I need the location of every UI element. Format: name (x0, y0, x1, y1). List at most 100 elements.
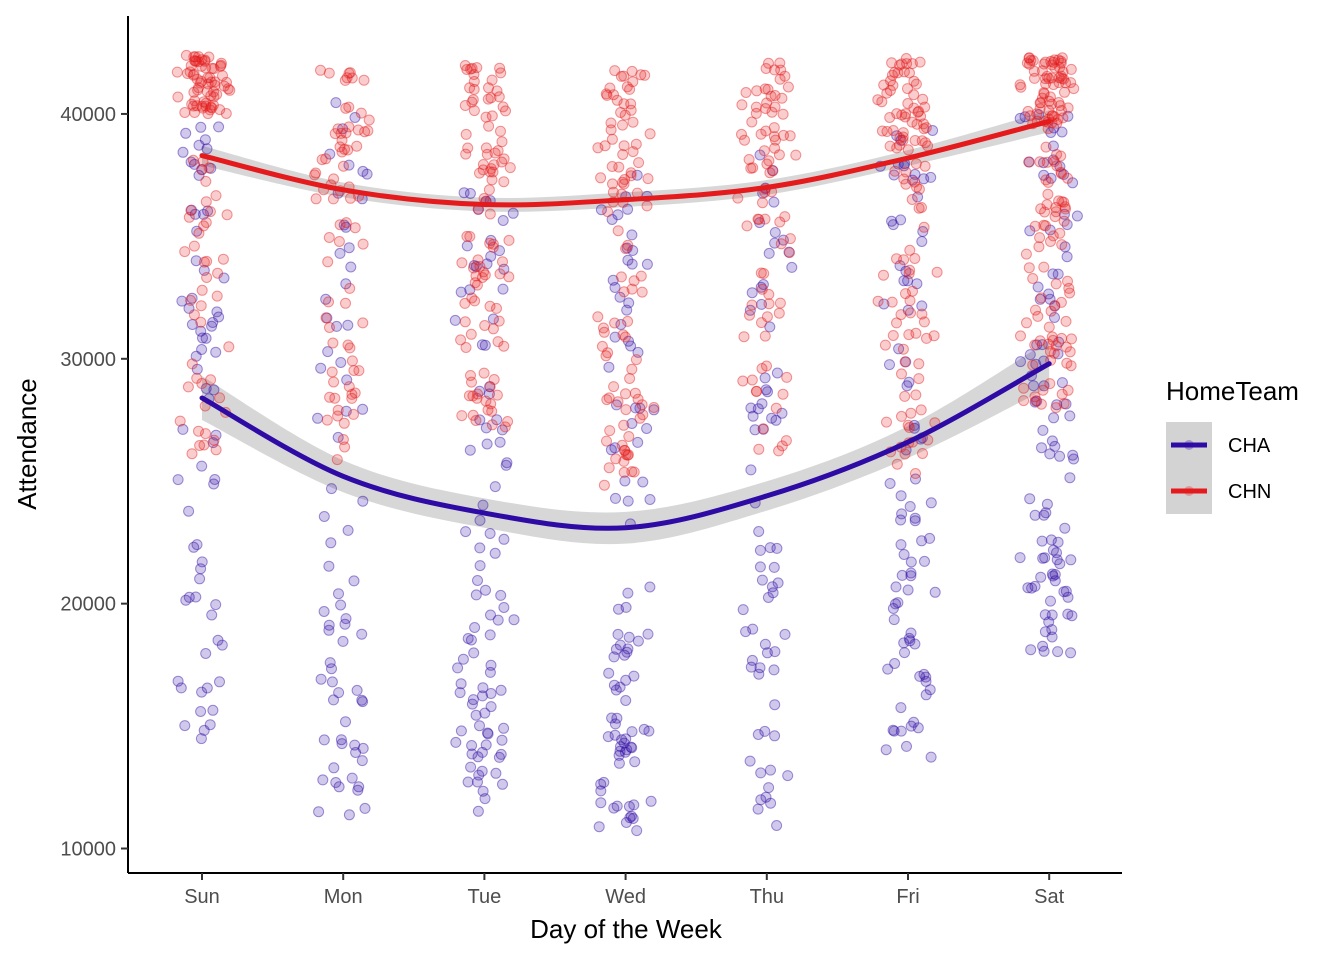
point-chn-mon (327, 337, 339, 349)
point-cha-fri (924, 684, 936, 696)
point-chn-thu (760, 103, 771, 114)
point-chn-fri (914, 56, 926, 68)
point-chn-thu (758, 268, 770, 279)
point-chn-sat (1056, 72, 1068, 84)
point-cha-fri (903, 376, 915, 388)
point-chn-sun (211, 88, 223, 100)
point-cha-sat (1062, 591, 1074, 603)
point-cha-fri (890, 598, 901, 610)
point-chn-fri (911, 181, 922, 193)
point-cha-sun (180, 594, 192, 606)
point-cha-thu (745, 464, 757, 476)
point-cha-wed (622, 643, 634, 655)
point-cha-wed (595, 797, 607, 809)
point-cha-wed (603, 361, 615, 373)
point-cha-thu (763, 247, 775, 259)
point-cha-wed (610, 684, 622, 696)
point-cha-mon (333, 588, 344, 600)
point-chn-sun (204, 104, 216, 116)
point-chn-sun (208, 63, 220, 75)
point-chn-fri (931, 266, 943, 278)
point-chn-fri (902, 144, 914, 156)
point-cha-sat (1052, 348, 1064, 360)
point-chn-sun (200, 100, 212, 112)
point-cha-tue (462, 776, 474, 788)
point-chn-wed (620, 388, 631, 400)
point-chn-mon (320, 153, 332, 165)
point-chn-wed (620, 243, 632, 255)
point-cha-wed (613, 603, 624, 615)
point-cha-fri (902, 275, 914, 287)
point-cha-thu (761, 647, 773, 659)
point-cha-sun (183, 591, 195, 603)
point-cha-sat (1071, 210, 1083, 222)
point-chn-sat (1029, 72, 1040, 84)
point-cha-mon (315, 362, 327, 374)
point-cha-fri (887, 219, 899, 231)
point-cha-sat (1060, 585, 1072, 597)
point-cha-thu (762, 592, 774, 603)
point-chn-mon (338, 417, 350, 429)
point-cha-tue (482, 728, 494, 740)
point-chn-fri (928, 330, 940, 342)
point-chn-mon (343, 101, 355, 113)
point-chn-sun (188, 68, 200, 80)
point-cha-thu (755, 767, 767, 779)
point-cha-wed (605, 444, 617, 456)
point-cha-sun (198, 724, 210, 736)
point-chn-tue (485, 163, 497, 175)
point-cha-sat (1029, 509, 1041, 521)
point-cha-sun (196, 460, 208, 472)
point-chn-mon (346, 388, 358, 400)
point-cha-mon (338, 219, 350, 231)
point-chn-sat (1066, 333, 1077, 345)
point-chn-fri (919, 160, 931, 172)
point-chn-tue (486, 419, 498, 431)
point-cha-thu (754, 561, 766, 573)
point-chn-sat (1048, 347, 1060, 359)
point-cha-wed (641, 423, 653, 434)
point-chn-sun (202, 108, 214, 120)
point-chn-mon (355, 107, 367, 119)
point-cha-fri (888, 169, 900, 181)
point-chn-sun (189, 51, 201, 63)
point-chn-fri (903, 268, 915, 280)
point-cha-sun (194, 573, 206, 585)
point-chn-wed (611, 94, 623, 106)
point-chn-sat (1041, 156, 1053, 168)
point-cha-thu (756, 298, 767, 310)
point-chn-tue (495, 125, 506, 137)
point-chn-fri (906, 116, 918, 128)
point-chn-thu (769, 90, 781, 101)
point-chn-wed (595, 172, 607, 184)
point-chn-fri (917, 93, 929, 105)
point-cha-sat (1029, 580, 1041, 592)
point-chn-sun (188, 240, 200, 252)
point-cha-fri (929, 586, 941, 598)
point-cha-fri (920, 671, 932, 683)
point-cha-sun (218, 272, 230, 284)
point-chn-mon (340, 217, 352, 229)
point-cha-tue (476, 746, 488, 758)
point-chn-sat (1058, 398, 1070, 410)
point-chn-tue (496, 136, 508, 148)
point-chn-sun (196, 100, 208, 112)
point-chn-thu (759, 330, 771, 342)
point-chn-wed (636, 286, 648, 298)
point-cha-sun (190, 350, 202, 362)
point-cha-sat (1047, 140, 1059, 152)
point-cha-sat (1024, 349, 1036, 361)
point-chn-sat (1027, 273, 1039, 284)
point-cha-sun (201, 682, 213, 694)
point-cha-wed (621, 744, 633, 756)
point-cha-tue (484, 528, 496, 539)
point-chn-tue (467, 94, 479, 106)
point-cha-thu (760, 791, 772, 803)
point-cha-wed (626, 229, 638, 241)
point-cha-sat (1054, 558, 1066, 570)
point-cha-mon (340, 716, 351, 728)
point-chn-sun (184, 66, 196, 78)
point-cha-fri (911, 278, 923, 290)
point-cha-wed (637, 476, 649, 488)
point-chn-fri (918, 316, 930, 328)
